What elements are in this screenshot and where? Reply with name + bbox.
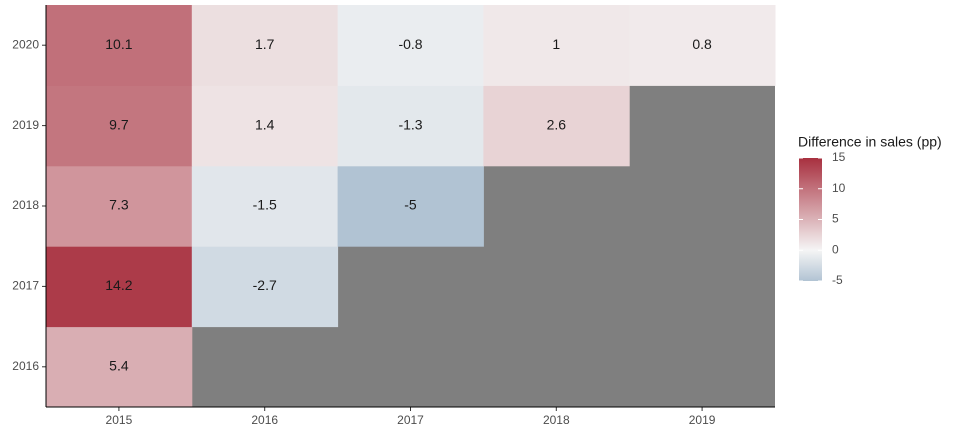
cell xyxy=(46,246,193,328)
y-tick-label: 2016 xyxy=(12,359,39,373)
colorbar-label: 10 xyxy=(832,181,846,195)
cell xyxy=(483,85,630,167)
x-tick-label: 2018 xyxy=(543,413,570,427)
y-tick-label: 2020 xyxy=(12,37,39,51)
y-tick-label: 2018 xyxy=(12,198,39,212)
cell-label: 2.6 xyxy=(547,116,567,132)
cell xyxy=(191,165,339,247)
cell-label: 5.4 xyxy=(109,358,129,374)
cell-label: -1.5 xyxy=(253,197,277,213)
cell xyxy=(191,85,339,167)
cell-label: 7.3 xyxy=(109,197,129,213)
cell-label: -2.7 xyxy=(253,277,277,293)
cell-label: 9.7 xyxy=(109,116,129,132)
cell-label: -1.3 xyxy=(398,116,422,132)
colorbar-label: 0 xyxy=(832,242,839,256)
x-tick-label: 2016 xyxy=(251,413,278,427)
cell-label: 1.4 xyxy=(255,116,275,132)
cell xyxy=(191,246,339,328)
cell xyxy=(483,5,630,86)
colorbar-label: -5 xyxy=(832,273,843,287)
x-tick-label: 2015 xyxy=(106,413,133,427)
cell-label: 1.7 xyxy=(255,36,275,52)
colorbar xyxy=(799,158,822,281)
cell-label: 0.8 xyxy=(692,36,712,52)
cell-label: -0.8 xyxy=(398,36,422,52)
cell-label: -5 xyxy=(404,197,417,213)
x-tick-label: 2019 xyxy=(689,413,716,427)
legend-title: Difference in sales (pp) xyxy=(798,134,942,150)
cell-label: 1 xyxy=(552,36,560,52)
y-tick-label: 2017 xyxy=(12,279,39,293)
colorbar-label: 5 xyxy=(832,212,839,226)
colorbar-label: 15 xyxy=(832,150,846,164)
cell xyxy=(191,5,339,86)
y-tick-label: 2019 xyxy=(12,118,39,132)
cell xyxy=(46,326,193,408)
cell xyxy=(629,5,776,86)
cell xyxy=(46,5,193,86)
x-tick-label: 2017 xyxy=(397,413,424,427)
cell xyxy=(337,165,484,247)
cell xyxy=(46,85,193,167)
cell xyxy=(337,5,484,86)
cell xyxy=(337,85,484,167)
cell-label: 14.2 xyxy=(105,277,132,293)
cell xyxy=(46,165,193,247)
cell-label: 10.1 xyxy=(105,36,132,52)
